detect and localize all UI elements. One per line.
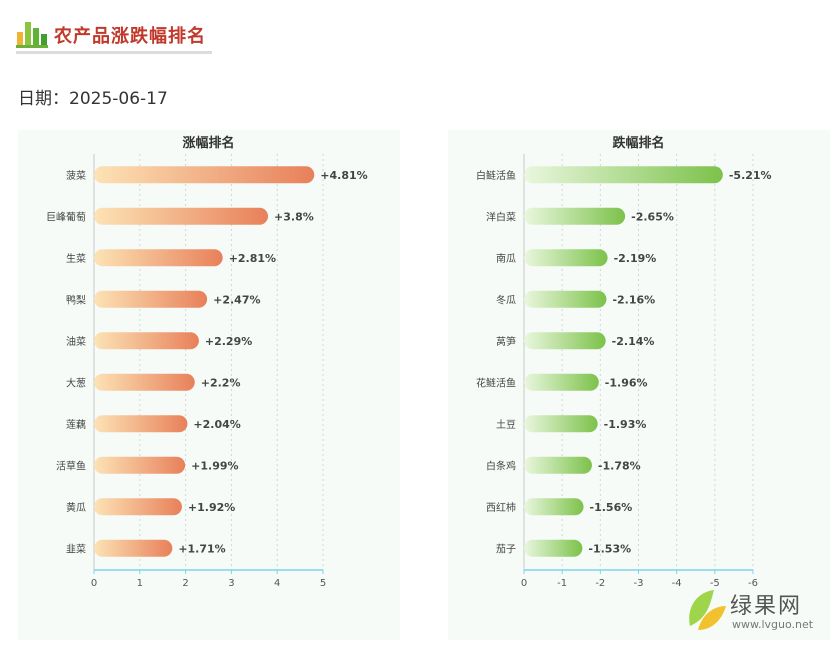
data-label: +1.71% — [178, 542, 225, 555]
data-label: -1.78% — [598, 459, 641, 472]
category-label: 大葱 — [66, 376, 86, 389]
bar — [94, 249, 223, 267]
category-label: 生菜 — [66, 252, 86, 265]
chart-title: 跌幅排名 — [612, 135, 664, 151]
x-tick-label: 3 — [228, 578, 234, 589]
data-label: -1.96% — [605, 376, 648, 389]
fall-ranking-chart: 跌幅排名 0 -1 -2 -3 -4 -5 -6 白鲢活鱼 -5.21% 洋白菜 -2.65% 南瓜 -2… — [476, 135, 772, 589]
category-label: 花鲢活鱼 — [476, 376, 516, 389]
bar — [94, 456, 186, 474]
bar — [94, 207, 269, 225]
x-tick-label: 0 — [91, 578, 97, 589]
data-label: +3.8% — [274, 210, 314, 223]
fall-ranking-panel: 跌幅排名 0 -1 -2 -3 -4 -5 -6 白鲢活鱼 -5.21% 洋白菜 -2.65% 南瓜 -2… — [448, 130, 830, 640]
watermark: 绿果网 www.lvguo.net — [684, 586, 824, 636]
date-label: 日期：2025-06-17 — [18, 89, 168, 109]
rise-ranking-chart: 涨幅排名 0 1 2 3 4 5 菠菜 +4.81% 巨峰葡萄 +3.8% 生菜 +2.81% 鸭梨 +2.… — [46, 135, 368, 589]
bar — [94, 498, 182, 516]
data-label: +2.29% — [205, 335, 252, 348]
bar — [524, 290, 607, 308]
data-label: -2.65% — [631, 210, 674, 223]
x-tick-label: 1 — [137, 578, 143, 589]
bar — [524, 539, 583, 557]
data-label: +2.04% — [193, 418, 240, 431]
watermark-url: www.lvguo.net — [732, 618, 814, 631]
category-label: 韭菜 — [66, 543, 86, 555]
data-label: +1.99% — [191, 459, 238, 472]
data-label: +2.2% — [201, 376, 241, 389]
leaf-logo-icon — [689, 590, 726, 630]
data-label: +4.81% — [320, 169, 367, 182]
page-header: 农产品涨跌幅排名 — [16, 14, 212, 54]
category-label: 茄子 — [496, 542, 516, 555]
bar — [94, 332, 199, 350]
bar — [524, 456, 592, 474]
x-tick-label: -4 — [672, 578, 682, 589]
data-label: +2.47% — [213, 293, 260, 306]
watermark-name: 绿果网 — [730, 594, 803, 619]
page-title: 农产品涨跌幅排名 — [54, 26, 206, 47]
category-label: 白鲢活鱼 — [476, 169, 516, 182]
x-tick-label: 5 — [320, 578, 326, 589]
x-tick-label: 0 — [521, 578, 527, 589]
bar — [524, 166, 723, 184]
x-tick-label: -2 — [595, 578, 605, 589]
bar — [524, 415, 598, 433]
data-label: -1.56% — [590, 501, 633, 514]
data-label: -2.14% — [612, 335, 655, 348]
category-label: 南瓜 — [496, 252, 516, 265]
rise-ranking-panel: 涨幅排名 0 1 2 3 4 5 菠菜 +4.81% 巨峰葡萄 +3.8% 生菜 +2.81% 鸭梨 +2.… — [18, 130, 400, 640]
data-label: -1.93% — [604, 418, 647, 431]
category-label: 冬瓜 — [496, 293, 516, 306]
bar — [94, 290, 208, 308]
bar — [524, 332, 606, 350]
data-label: -1.53% — [588, 542, 631, 555]
x-tick-label: -5 — [710, 578, 720, 589]
bar — [94, 539, 173, 557]
data-label: +2.81% — [229, 252, 276, 265]
x-tick-label: 4 — [274, 578, 280, 589]
category-label: 土豆 — [496, 418, 516, 431]
x-tick-label: -1 — [557, 578, 567, 589]
bar — [524, 249, 608, 267]
category-label: 白条鸡 — [486, 459, 516, 472]
category-label: 菠菜 — [66, 170, 86, 182]
bar — [94, 373, 195, 391]
category-label: 洋白菜 — [486, 210, 516, 223]
bar — [524, 498, 584, 516]
category-label: 莲藕 — [66, 419, 86, 431]
category-label: 活草鱼 — [56, 459, 86, 472]
data-label: -2.19% — [614, 252, 657, 265]
category-label: 鸭梨 — [66, 293, 86, 306]
bar — [94, 166, 315, 184]
chart-title: 涨幅排名 — [181, 135, 234, 151]
x-tick-label: 2 — [182, 578, 188, 589]
title-underline — [16, 51, 212, 54]
bar — [94, 415, 188, 433]
category-label: 莴笋 — [496, 335, 516, 348]
x-tick-label: -3 — [634, 578, 644, 589]
x-tick-label: -6 — [748, 578, 758, 589]
bar — [524, 373, 599, 391]
data-label: -5.21% — [729, 169, 772, 182]
category-label: 黄瓜 — [66, 501, 86, 514]
bar — [524, 207, 626, 225]
data-label: +1.92% — [188, 501, 235, 514]
bar-chart-icon — [16, 22, 48, 48]
data-label: -2.16% — [612, 293, 655, 306]
category-label: 油菜 — [66, 335, 86, 348]
category-label: 巨峰葡萄 — [46, 210, 86, 223]
category-label: 西红柿 — [486, 501, 516, 514]
